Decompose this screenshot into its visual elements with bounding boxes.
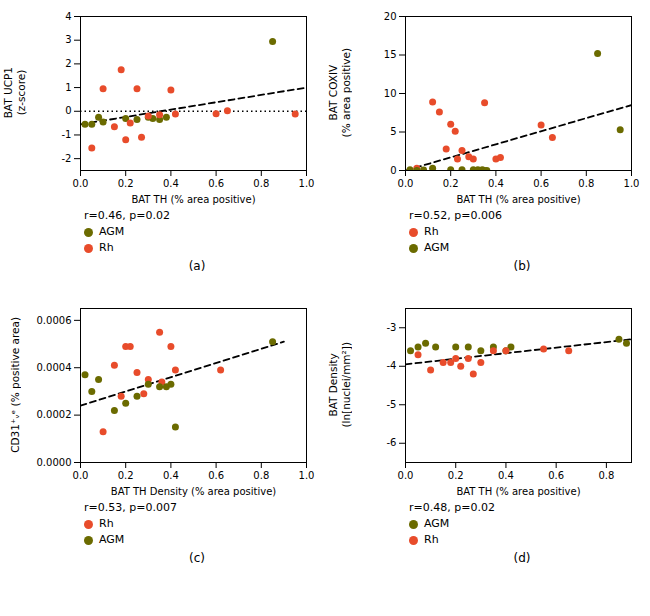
svg-text:0.4: 0.4 [488,178,504,189]
html-text:(d): (d) [513,551,531,565]
svg-text:0.2: 0.2 [448,470,464,481]
svg-text:0.6: 0.6 [533,178,549,189]
svg-text:0.6: 0.6 [208,470,224,481]
html-text:CD31⁺ᵥᵉ (% positive area): CD31⁺ᵥᵉ (% positive area) [8,317,21,453]
svg-text:0.0006: 0.0006 [37,315,72,326]
svg-text:0.0000: 0.0000 [37,457,72,468]
html-text:(c): (c) [189,551,205,565]
html-text:Rh: Rh [424,533,439,546]
svg-text:-1: -1 [62,129,72,140]
html-text:(b): (b) [513,259,531,273]
svg-text:3: 3 [65,34,71,45]
svg-text:1: 1 [65,82,71,93]
svg-text:-2: -2 [62,153,72,164]
svg-text:1.0: 1.0 [299,470,315,481]
svg-text:-4: -4 [387,360,397,371]
svg-text:15: 15 [384,49,397,60]
html-text:r=0.48, p=0.02: r=0.48, p=0.02 [409,501,495,514]
html-text:r=0.46, p=0.02: r=0.46, p=0.02 [84,209,170,222]
svg-text:0: 0 [390,165,396,176]
html-text:(a): (a) [188,259,206,273]
html-text:AGM: AGM [424,241,450,254]
svg-text:4: 4 [65,11,71,22]
svg-text:BAT TH Density (% area positiv: BAT TH Density (% area positive) [111,486,276,497]
html-text:AGM: AGM [99,225,125,238]
svg-text:BAT TH (% area positive): BAT TH (% area positive) [131,194,255,205]
html-text:BAT Density (ln[nuclei/mm²]): BAT Density (ln[nuclei/mm²]) [327,342,352,428]
svg-text:10: 10 [384,88,397,99]
html-text:r=0.52, p=0.006: r=0.52, p=0.006 [409,209,502,222]
html-text:Rh: Rh [424,225,439,238]
svg-text:0.2: 0.2 [118,178,134,189]
html-text:BAT UCP1 (z-score): BAT UCP1 (z-score) [2,67,27,119]
svg-text:0.2: 0.2 [118,470,134,481]
svg-text:0.8: 0.8 [598,470,614,481]
svg-text:0.4: 0.4 [163,470,179,481]
html-text:AGM: AGM [424,517,450,530]
svg-text:0.6: 0.6 [548,470,564,481]
svg-text:0.4: 0.4 [163,178,179,189]
svg-text:0.8: 0.8 [578,178,594,189]
svg-text:2: 2 [65,58,71,69]
svg-text:0.8: 0.8 [253,470,269,481]
svg-text:0.8: 0.8 [253,178,269,189]
html-text:BAT COXIV (% area positive): BAT COXIV (% area positive) [327,48,352,138]
svg-text:20: 20 [384,11,397,22]
svg-text:5: 5 [390,126,396,137]
html-text:Rh: Rh [99,241,114,254]
svg-text:1.0: 1.0 [624,178,640,189]
svg-text:-5: -5 [387,399,397,410]
svg-text:0.0: 0.0 [398,178,414,189]
svg-text:-6: -6 [387,437,397,448]
html-text:AGM: AGM [99,533,125,546]
svg-text:0.4: 0.4 [498,470,514,481]
html-text:Rh: Rh [99,517,114,530]
svg-text:0.2: 0.2 [443,178,459,189]
svg-text:0.6: 0.6 [208,178,224,189]
svg-text:0.0: 0.0 [73,470,89,481]
svg-text:BAT TH (% area positive): BAT TH (% area positive) [456,486,580,497]
svg-text:BAT TH (% area positive): BAT TH (% area positive) [456,194,580,205]
svg-text:1.0: 1.0 [299,178,315,189]
svg-text:0.0002: 0.0002 [37,409,72,420]
html-text:r=0.53, p=0.007: r=0.53, p=0.007 [84,501,177,514]
svg-text:0.0: 0.0 [398,470,414,481]
svg-text:-3: -3 [387,322,397,333]
svg-text:0.0: 0.0 [73,178,89,189]
svg-text:0.0004: 0.0004 [37,362,72,373]
svg-text:0: 0 [65,105,71,116]
